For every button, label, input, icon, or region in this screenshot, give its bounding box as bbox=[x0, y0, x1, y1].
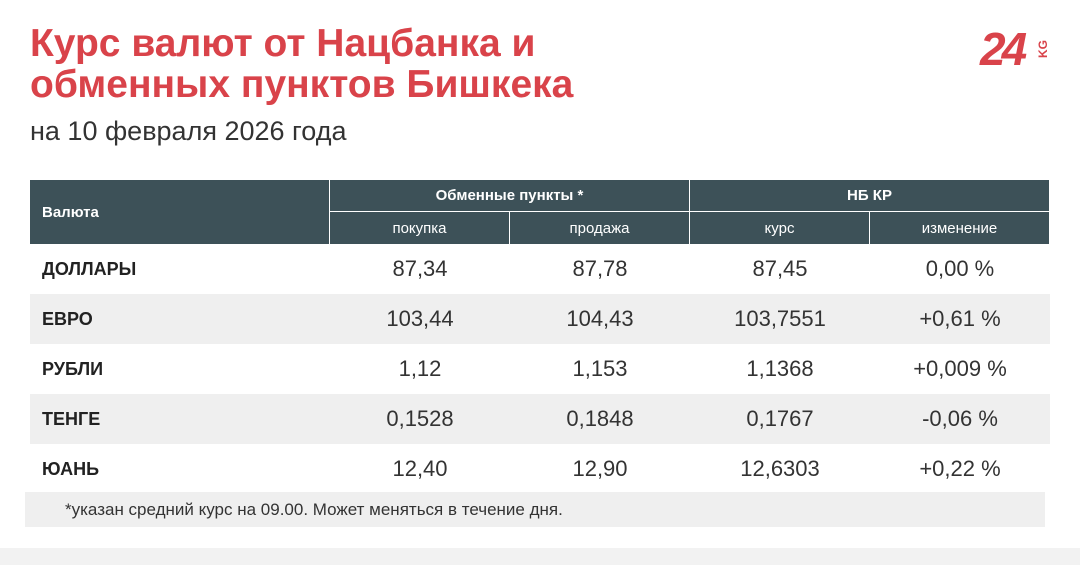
rate-cell: 103,44 bbox=[386, 306, 454, 331]
rate-cell: 0,1528 bbox=[386, 406, 454, 431]
rate-cell: 87,34 bbox=[392, 256, 448, 281]
rate-cell: +0,009 % bbox=[913, 356, 1007, 381]
rate-cell: 87,78 bbox=[572, 256, 628, 281]
rate-cell: 1,12 bbox=[398, 356, 442, 381]
rate-cell: 104,43 bbox=[566, 306, 634, 331]
title-line: Курс валют от Нацбанка и bbox=[30, 22, 536, 65]
rate-cell: +0,22 % bbox=[919, 456, 1001, 481]
rate-cell: 12,40 bbox=[392, 456, 448, 481]
rate-cell: 1,153 bbox=[572, 356, 628, 381]
row-bg bbox=[30, 294, 1050, 344]
row-bg bbox=[30, 394, 1050, 444]
rate-cell: 103,7551 bbox=[734, 306, 826, 331]
row-bg bbox=[30, 344, 1050, 394]
sub-header: продажа bbox=[510, 212, 689, 244]
sub-header: покупка bbox=[330, 212, 509, 244]
sub-header: курс bbox=[690, 212, 869, 244]
group-header: Обменные пункты * bbox=[330, 180, 689, 211]
footnote: *указан средний курс на 09.00. Может мен… bbox=[25, 492, 1045, 527]
logo: 24 bbox=[980, 23, 1027, 75]
header-cell: Валюта bbox=[30, 180, 329, 244]
logo-sub: KG bbox=[1036, 40, 1050, 58]
subtitle: на 10 февраля 2026 года bbox=[30, 116, 347, 146]
rate-cell: -0,06 % bbox=[922, 406, 998, 431]
bottom-strip bbox=[0, 548, 1080, 565]
currency-name: ЕВРО bbox=[42, 308, 93, 329]
rate-cell: 12,90 bbox=[572, 456, 628, 481]
rate-cell: 0,00 % bbox=[925, 256, 995, 281]
title-line: обменных пунктов Бишкека bbox=[30, 63, 574, 106]
row-bg bbox=[30, 244, 1050, 294]
rate-cell: +0,61 % bbox=[919, 306, 1001, 331]
currency-name: РУБЛИ bbox=[42, 358, 104, 379]
rate-cell: 12,6303 bbox=[740, 456, 820, 481]
group-header: НБ КР bbox=[690, 180, 1049, 211]
row-bg bbox=[30, 444, 1050, 494]
rate-cell: 0,1848 bbox=[566, 406, 634, 431]
currency-name: ТЕНГЕ bbox=[42, 408, 101, 429]
rate-cell: 0,1767 bbox=[746, 406, 814, 431]
currency-name: ЮАНЬ bbox=[42, 458, 100, 479]
rate-cell: 87,45 bbox=[752, 256, 808, 281]
rate-cell: 1,1368 bbox=[746, 356, 814, 381]
currency-name: ДОЛЛАРЫ bbox=[42, 258, 137, 279]
sub-header: изменение bbox=[870, 212, 1049, 244]
